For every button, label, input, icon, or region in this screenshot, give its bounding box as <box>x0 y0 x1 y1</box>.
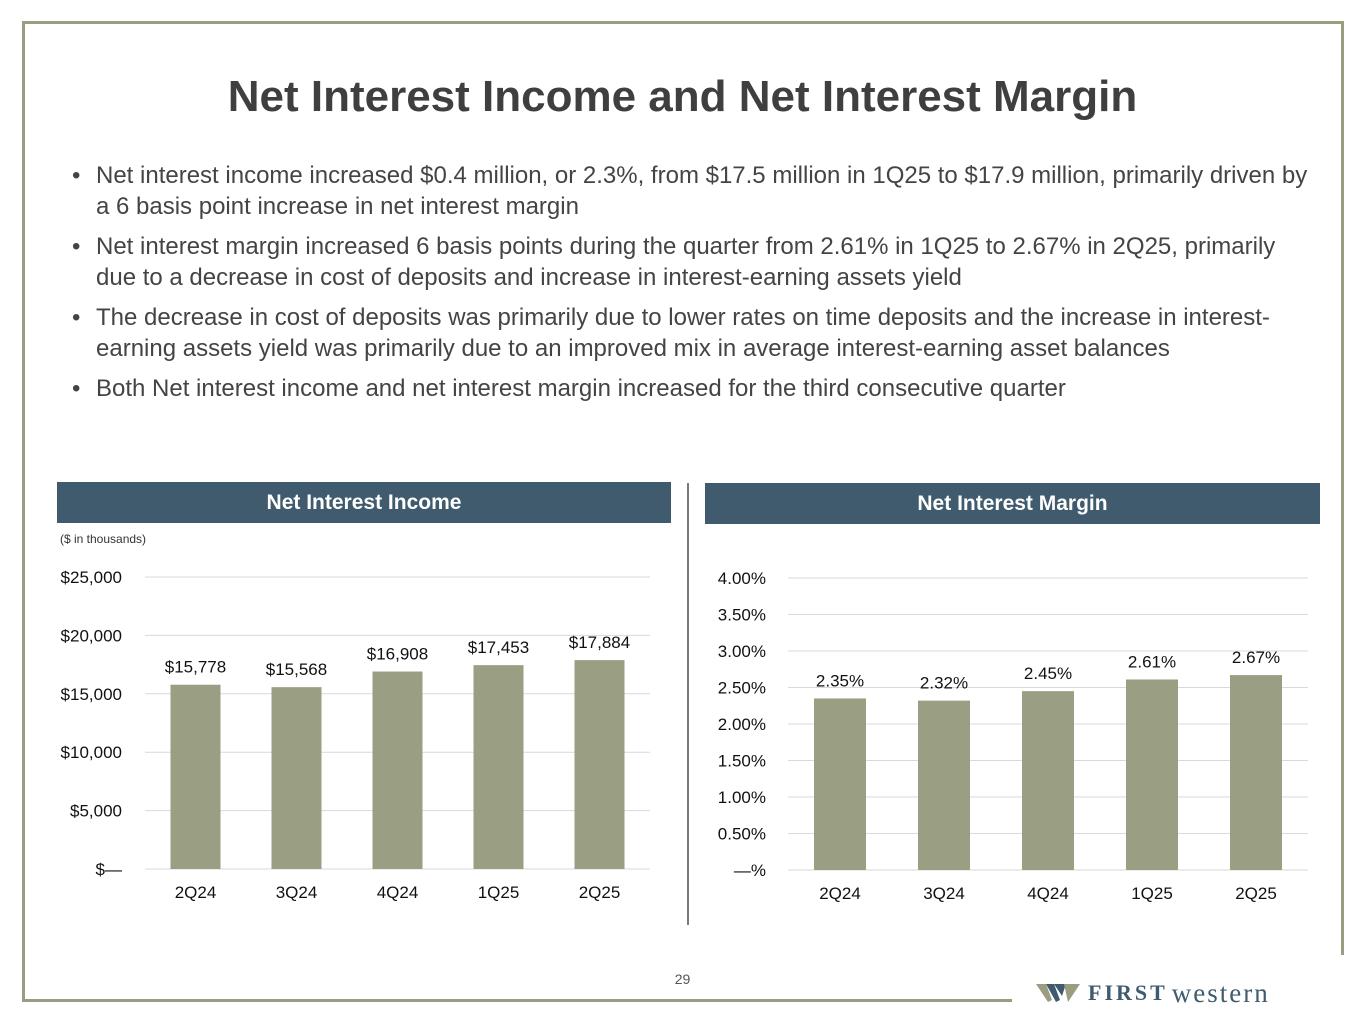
bullet-text: Both Net interest income and net interes… <box>96 375 1066 402</box>
nim-y-tick-label: 1.50% <box>718 752 766 771</box>
nii-x-tick-label: 2Q25 <box>579 883 621 902</box>
w-mark-icon <box>1036 984 1080 1002</box>
bullet-text: The decrease in cost of deposits was pri… <box>96 304 1270 362</box>
bullet-item: • Net interest margin increased 6 basis p… <box>70 231 1320 293</box>
bullet-dot-icon: • <box>72 375 81 402</box>
frame-right-border <box>1341 21 1344 955</box>
nii-data-label: $17,884 <box>569 633 630 652</box>
nii-x-tick-label: 4Q24 <box>377 883 419 902</box>
nii-y-tick-label: $20,000 <box>61 626 122 645</box>
nii-y-tick-label: $— <box>96 860 122 879</box>
nim-data-label: 2.61% <box>1128 652 1176 671</box>
nii-bar <box>574 660 625 869</box>
nii-data-label: $15,778 <box>165 658 226 677</box>
nim-bar <box>1022 691 1074 870</box>
nii-bar <box>473 665 524 869</box>
nim-y-tick-label: 4.00% <box>718 569 766 588</box>
nii-bar <box>170 684 221 869</box>
bullet-dot-icon: • <box>72 162 81 189</box>
nim-bar <box>918 700 970 870</box>
nim-data-label: 2.32% <box>920 674 968 693</box>
nim-y-tick-label: 2.00% <box>718 715 766 734</box>
nii-x-tick-label: 1Q25 <box>478 883 520 902</box>
bullet-text: Net interest income increased $0.4 milli… <box>96 162 1308 220</box>
page-title: Net Interest Income and Net Interest Mar… <box>227 72 1138 121</box>
nii-data-label: $16,908 <box>367 645 428 664</box>
logo-text-first: FIRST <box>1088 980 1168 1005</box>
bullet-dot-icon: • <box>72 233 81 260</box>
bullet-item: • The decrease in cost of deposits was pr… <box>70 302 1320 364</box>
nim-x-tick-label: 2Q24 <box>819 884 861 903</box>
bullet-item: • Net interest income increased $0.4 mill… <box>70 160 1320 222</box>
bullet-dot-icon: • <box>72 304 81 331</box>
nim-data-label: 2.45% <box>1024 664 1072 683</box>
nii-units-note: ($ in thousands) <box>60 532 147 546</box>
logo-text-western: western <box>1171 977 1270 1008</box>
frame-bottom-border <box>22 999 1012 1002</box>
nim-data-label: 2.67% <box>1232 648 1280 667</box>
nim-y-tick-label: 3.00% <box>718 642 766 661</box>
nii-x-tick-label: 2Q24 <box>175 883 217 902</box>
bullet-item: • Both Net interest income and net intere… <box>70 373 1320 404</box>
nim-y-tick-label: 1.00% <box>718 788 766 807</box>
nim-bar <box>1126 679 1178 870</box>
bullet-text: Net interest margin increased 6 basis po… <box>96 233 1276 291</box>
nim-x-tick-label: 2Q25 <box>1235 884 1277 903</box>
nim-x-tick-label: 4Q24 <box>1027 884 1069 903</box>
company-logo: FIRST western <box>1036 978 1270 1008</box>
nii-y-tick-label: $25,000 <box>61 568 122 587</box>
frame-left-border <box>22 21 25 1002</box>
bullet-list: • Net interest income increased $0.4 mill… <box>70 160 1320 413</box>
nim-y-tick-label: —% <box>734 861 766 880</box>
nii-x-tick-label: 3Q24 <box>276 883 318 902</box>
nim-x-tick-label: 3Q24 <box>923 884 965 903</box>
nii-bar <box>372 671 423 869</box>
nim-y-tick-label: 0.50% <box>718 825 766 844</box>
nii-bar <box>271 687 322 869</box>
nii-y-tick-label: $10,000 <box>61 743 122 762</box>
nii-data-label: $15,568 <box>266 660 327 679</box>
panel-divider <box>687 483 689 925</box>
nii-y-tick-label: $15,000 <box>61 685 122 704</box>
nim-y-tick-label: 2.50% <box>718 679 766 698</box>
nim-y-tick-label: 3.50% <box>718 606 766 625</box>
frame-top-border <box>22 21 1344 24</box>
nim-bar <box>1230 675 1282 870</box>
nii-chart-header: Net Interest Income <box>57 482 671 523</box>
nii-data-label: $17,453 <box>468 638 529 657</box>
nim-x-tick-label: 1Q25 <box>1131 884 1173 903</box>
nim-data-label: 2.35% <box>816 671 864 690</box>
nim-bar <box>814 698 866 870</box>
nim-chart-header: Net Interest Margin <box>705 483 1320 524</box>
nii-y-tick-label: $5,000 <box>70 802 122 821</box>
page-number: 29 <box>674 971 691 987</box>
